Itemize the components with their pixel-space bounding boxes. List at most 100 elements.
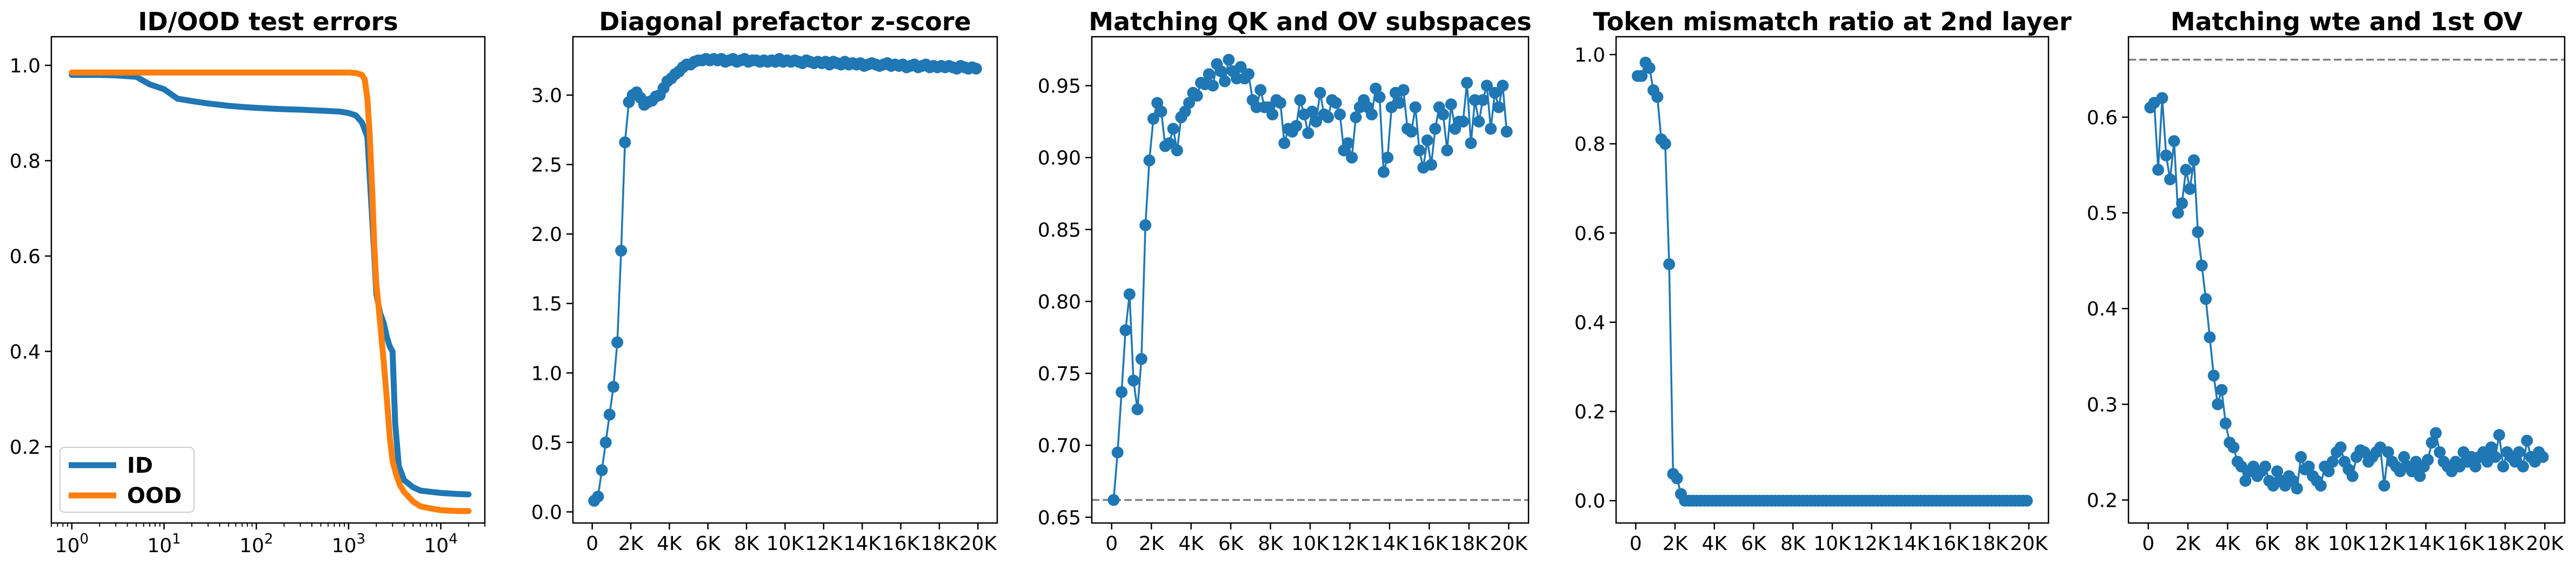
legend-label: ID (127, 453, 153, 478)
data-point (1290, 120, 1303, 132)
data-point (2485, 441, 2498, 453)
data-point (1429, 123, 1442, 135)
data-point (1421, 134, 1433, 146)
x-tick-label: 100 (55, 531, 89, 557)
x-tick-label: 20K (2010, 533, 2048, 555)
y-tick-label: 0.5 (531, 432, 562, 454)
chart-panel-1: ID/OOD test errors 0.2 0.4 0.6 0.8 1.0 100 101 1… (10, 7, 486, 557)
x-tick-label: 6K (696, 533, 722, 555)
x-tick-label: 0 (1105, 533, 1118, 555)
data-point (2212, 398, 2224, 411)
x-tick-label: 104 (424, 531, 457, 557)
series-line-ood (69, 69, 472, 514)
data-point (1254, 84, 1267, 96)
x-tick-label: 12K (2367, 533, 2406, 555)
y-tick-label: 0.6 (1574, 223, 1605, 245)
data-point (1234, 61, 1247, 73)
data-point (1497, 79, 1509, 92)
legend-label: OOD (127, 484, 182, 508)
data-point (2382, 446, 2394, 458)
data-point (2219, 417, 2232, 430)
x-tick-label: 2K (2175, 533, 2201, 555)
data-point (1167, 123, 1179, 135)
data-point (1223, 53, 1235, 66)
plot-area (588, 53, 982, 507)
x-tick-label: 4K (657, 533, 683, 555)
chart-title: Matching QK and OV subspaces (1089, 7, 1532, 36)
data-point (2537, 451, 2549, 463)
data-point (2168, 135, 2180, 147)
data-point (1171, 144, 1183, 157)
x-tick-label: 8K (1258, 533, 1284, 555)
axes-frame (50, 36, 486, 524)
data-point (1334, 108, 1346, 120)
y-tick-label: 1.0 (10, 55, 41, 77)
data-point (1393, 97, 1406, 109)
data-point (2378, 479, 2391, 492)
plot-area (2144, 92, 2549, 495)
data-point (596, 464, 608, 477)
data-point (2207, 370, 2220, 382)
data-point (2184, 183, 2196, 195)
x-tick-label: 0 (2142, 533, 2154, 555)
data-point (1465, 137, 1477, 149)
data-point (2192, 226, 2204, 238)
x-tick-label: 4K (2215, 533, 2241, 555)
data-point (1183, 97, 1195, 109)
y-tick-label: 0.2 (1574, 401, 1605, 424)
data-point (1659, 138, 1671, 150)
data-point (1671, 472, 1683, 485)
data-point (1155, 105, 1167, 118)
x-tick-label: 20K (1490, 533, 1529, 555)
plot-area (69, 69, 472, 514)
chart-title: Matching wte and 1st OV (2171, 7, 2523, 36)
data-point (1266, 108, 1279, 120)
data-point (1107, 494, 1120, 506)
y-tick-label: 0.2 (2087, 489, 2118, 512)
x-tick-label: 18K (1971, 533, 2009, 555)
data-point (1163, 137, 1176, 149)
data-point (2295, 451, 2307, 463)
x-tick-label: 14K (1371, 533, 1409, 555)
data-point (1302, 127, 1314, 139)
x-tick-label: 2K (618, 533, 644, 555)
chart-title: ID/OOD test errors (138, 7, 398, 36)
data-point (1111, 446, 1124, 459)
data-point (2326, 455, 2339, 468)
x-tick-label: 16K (1411, 533, 1449, 555)
x-tick-label: 0 (586, 533, 598, 555)
data-point (1480, 79, 1493, 92)
data-point (1116, 386, 1128, 398)
x-tick-label: 102 (239, 531, 273, 557)
x-tick-label: 101 (147, 531, 181, 557)
data-point (1278, 137, 1291, 149)
data-point (1445, 98, 1457, 111)
data-point (1492, 101, 1505, 113)
data-point (1346, 151, 1358, 164)
data-point (2314, 479, 2327, 492)
y-tick-label: 0.8 (10, 150, 41, 172)
x-tick-label: 16K (1931, 533, 1970, 555)
data-point (2334, 441, 2347, 453)
y-tick-label: 1.0 (531, 363, 562, 385)
data-point (2239, 475, 2252, 487)
x-tick-label: 0 (1630, 533, 1642, 555)
data-point (607, 381, 619, 393)
x-tick-label: 4K (1702, 533, 1728, 555)
data-point (1473, 116, 1485, 128)
data-point (1147, 112, 1159, 125)
x-tick-label: 2K (1663, 533, 1689, 555)
x-tick-label: 16K (882, 533, 920, 555)
data-point (2346, 470, 2359, 482)
data-point (2188, 154, 2200, 166)
data-point (619, 136, 631, 149)
data-point (2227, 441, 2240, 453)
y-tick-label: 1.0 (1574, 44, 1605, 66)
x-tick-label: 8K (1780, 533, 1806, 555)
x-tick-label: 16K (2447, 533, 2485, 555)
data-point (1314, 86, 1326, 99)
plot-area (1107, 53, 1513, 506)
data-point (1342, 137, 1354, 149)
x-tick-label: 12K (805, 533, 843, 555)
x-tick-label: 10K (766, 533, 805, 555)
